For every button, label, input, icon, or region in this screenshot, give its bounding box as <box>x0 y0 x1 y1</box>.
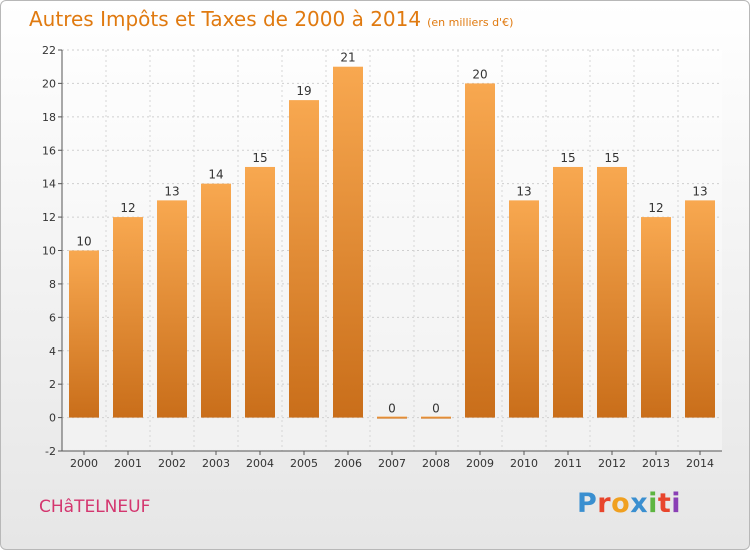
data-label: 15 <box>560 151 575 165</box>
bar <box>641 217 671 418</box>
x-tick-label: 2012 <box>598 457 626 470</box>
logo-letter: x <box>630 488 649 519</box>
x-tick-label: 2008 <box>422 457 450 470</box>
logo-letter: P <box>577 488 598 519</box>
logo-letter: t <box>657 488 672 519</box>
bar <box>685 200 715 418</box>
data-label: 13 <box>516 184 531 198</box>
y-tick-label: 8 <box>49 278 56 291</box>
bar <box>113 217 143 418</box>
bar <box>553 166 583 418</box>
bar <box>245 166 275 418</box>
data-label: 15 <box>604 151 619 165</box>
bar <box>69 250 99 418</box>
commune-name: CHâTELNEUF <box>39 497 151 517</box>
data-label: 13 <box>164 184 179 198</box>
data-label: 12 <box>648 201 663 215</box>
data-label: 13 <box>692 184 707 198</box>
y-tick-label: 18 <box>42 111 56 124</box>
x-tick-label: 2003 <box>202 457 230 470</box>
x-tick-label: 2013 <box>642 457 670 470</box>
x-tick-label: 2002 <box>158 457 186 470</box>
x-tick-label: 2001 <box>114 457 142 470</box>
data-label: 10 <box>76 235 91 249</box>
y-tick-label: 10 <box>42 245 56 258</box>
y-tick-label: 4 <box>49 345 56 358</box>
data-label: 19 <box>296 84 311 98</box>
y-tick-label: 0 <box>49 412 56 425</box>
y-tick-label: 20 <box>42 77 56 90</box>
bar <box>333 66 363 418</box>
bar <box>377 416 407 419</box>
y-tick-label: 2 <box>49 378 56 391</box>
bar <box>201 183 231 418</box>
chart-title: Autres Impôts et Taxes de 2000 à 2014 (en… <box>29 7 513 31</box>
y-tick-label: 6 <box>49 311 56 324</box>
data-label: 21 <box>340 51 355 65</box>
proxiti-logo[interactable]: Proxiti <box>577 488 681 519</box>
x-tick-label: 2009 <box>466 457 494 470</box>
data-label: 0 <box>388 402 396 416</box>
bar <box>509 200 539 418</box>
data-label: 20 <box>472 67 487 81</box>
x-tick-label: 2004 <box>246 457 274 470</box>
y-tick-label: 22 <box>42 44 56 57</box>
bar <box>597 166 627 418</box>
x-tick-label: 2007 <box>378 457 406 470</box>
y-tick-label: 16 <box>42 144 56 157</box>
bar <box>289 100 319 418</box>
x-tick-label: 2014 <box>686 457 714 470</box>
x-tick-label: 2000 <box>70 457 98 470</box>
x-tick-label: 2010 <box>510 457 538 470</box>
logo-letter: i <box>671 488 682 519</box>
data-label: 15 <box>252 151 267 165</box>
bar <box>465 83 495 418</box>
logo-letter: i <box>648 488 658 519</box>
logo-letter: r <box>597 488 612 519</box>
x-tick-label: 2006 <box>334 457 362 470</box>
y-tick-label: -2 <box>45 445 56 458</box>
bar <box>157 200 187 418</box>
data-label: 0 <box>432 402 440 416</box>
data-label: 14 <box>208 168 223 182</box>
x-tick-label: 2011 <box>554 457 582 470</box>
logo-letter: o <box>611 488 631 519</box>
y-tick-label: 12 <box>42 211 56 224</box>
x-tick-label: 2005 <box>290 457 318 470</box>
chart-title-text: Autres Impôts et Taxes de 2000 à 2014 <box>29 7 422 31</box>
data-label: 12 <box>120 201 135 215</box>
chart-unit: (en milliers d'€) <box>427 16 514 29</box>
bar <box>421 416 451 419</box>
y-tick-label: 14 <box>42 178 56 191</box>
